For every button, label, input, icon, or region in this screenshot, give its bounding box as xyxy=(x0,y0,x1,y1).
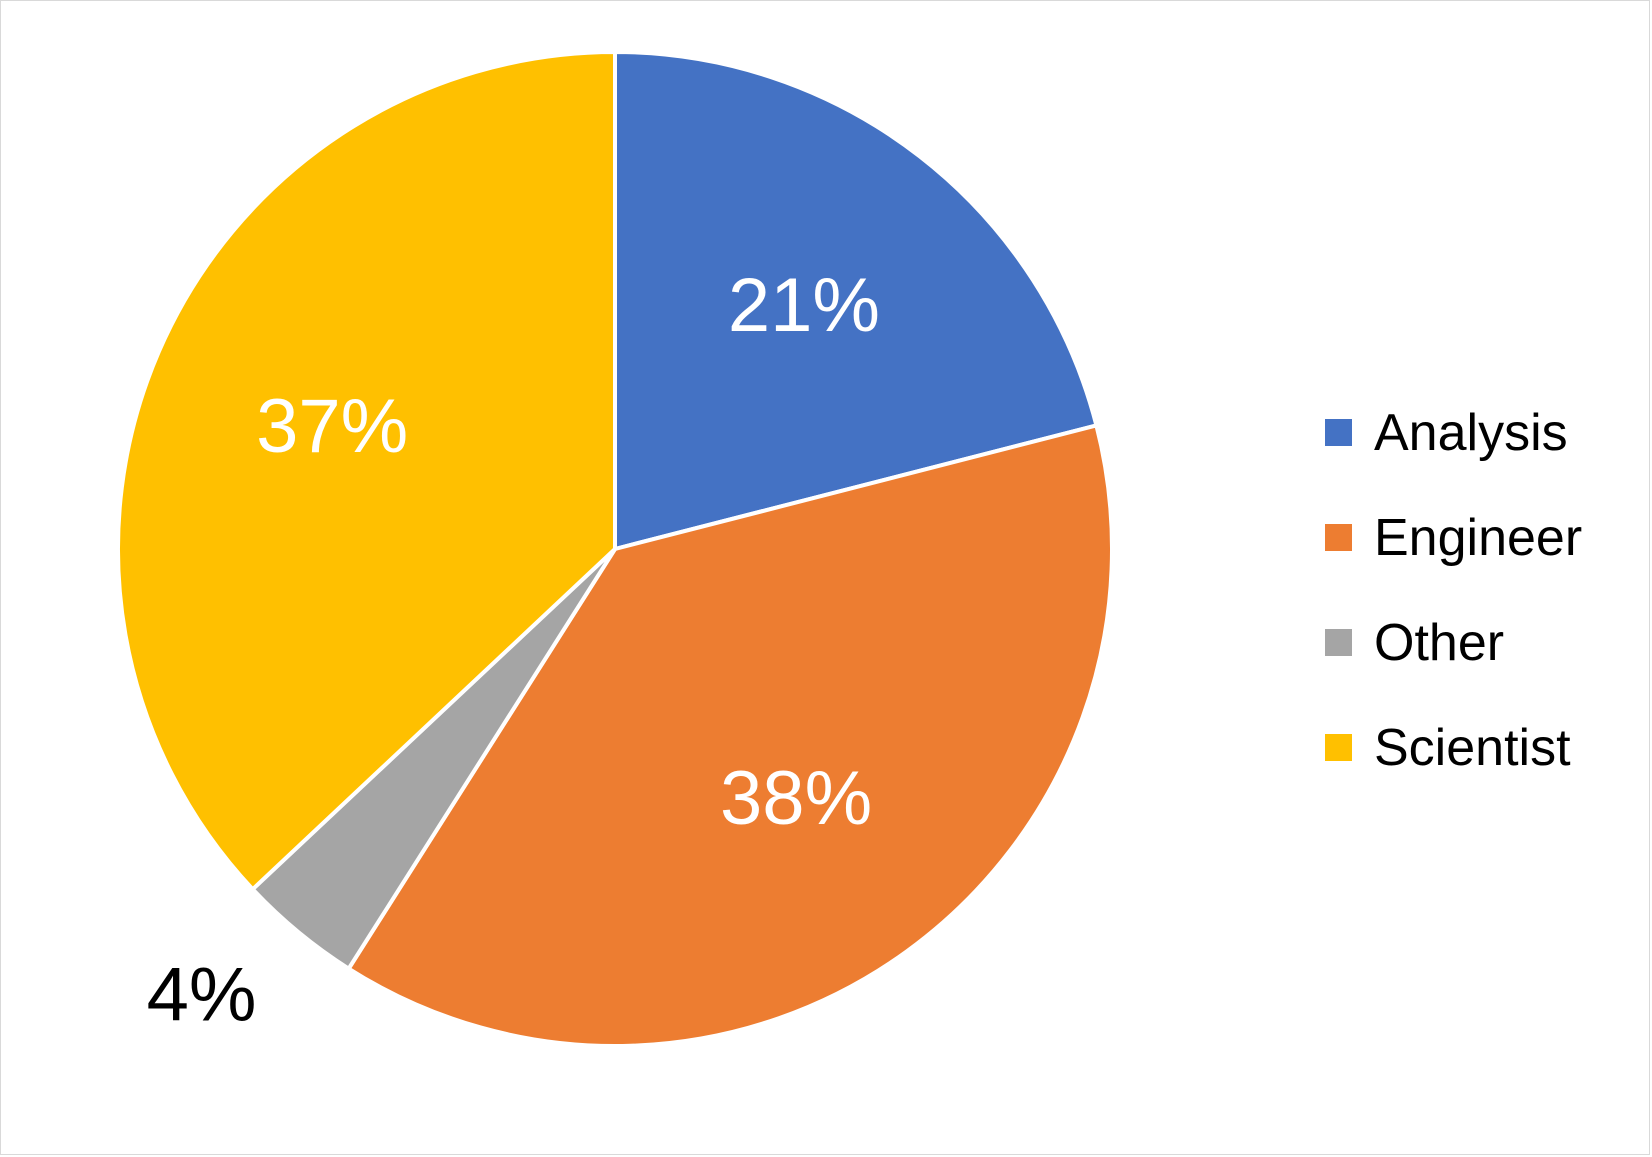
pie-data-labels: 21% 38% 4% 37% xyxy=(147,263,880,1038)
legend-label-other: Other xyxy=(1374,613,1505,672)
legend-label-engineer: Engineer xyxy=(1374,508,1583,567)
legend-item-scientist: Scientist xyxy=(1325,695,1625,800)
pie-slice-scientist xyxy=(116,50,617,892)
legend-swatch-scientist xyxy=(1325,734,1352,761)
legend-item-engineer: Engineer xyxy=(1325,485,1625,590)
pie-slice-analysis xyxy=(613,50,1099,551)
data-label-analysis: 21% xyxy=(728,263,880,348)
legend-label-analysis: Analysis xyxy=(1374,403,1568,462)
legend-swatch-engineer xyxy=(1325,524,1352,551)
pie-slices xyxy=(116,50,1114,1048)
data-label-other: 4% xyxy=(147,953,257,1038)
data-label-engineer: 38% xyxy=(720,756,872,841)
legend: Analysis Engineer Other Scientist xyxy=(1325,380,1625,800)
pie-slice-engineer xyxy=(346,423,1114,1048)
legend-label-scientist: Scientist xyxy=(1374,718,1571,777)
legend-swatch-analysis xyxy=(1325,419,1352,446)
data-label-scientist: 37% xyxy=(256,384,408,469)
legend-swatch-other xyxy=(1325,629,1352,656)
legend-item-analysis: Analysis xyxy=(1325,380,1625,485)
legend-item-other: Other xyxy=(1325,590,1625,695)
